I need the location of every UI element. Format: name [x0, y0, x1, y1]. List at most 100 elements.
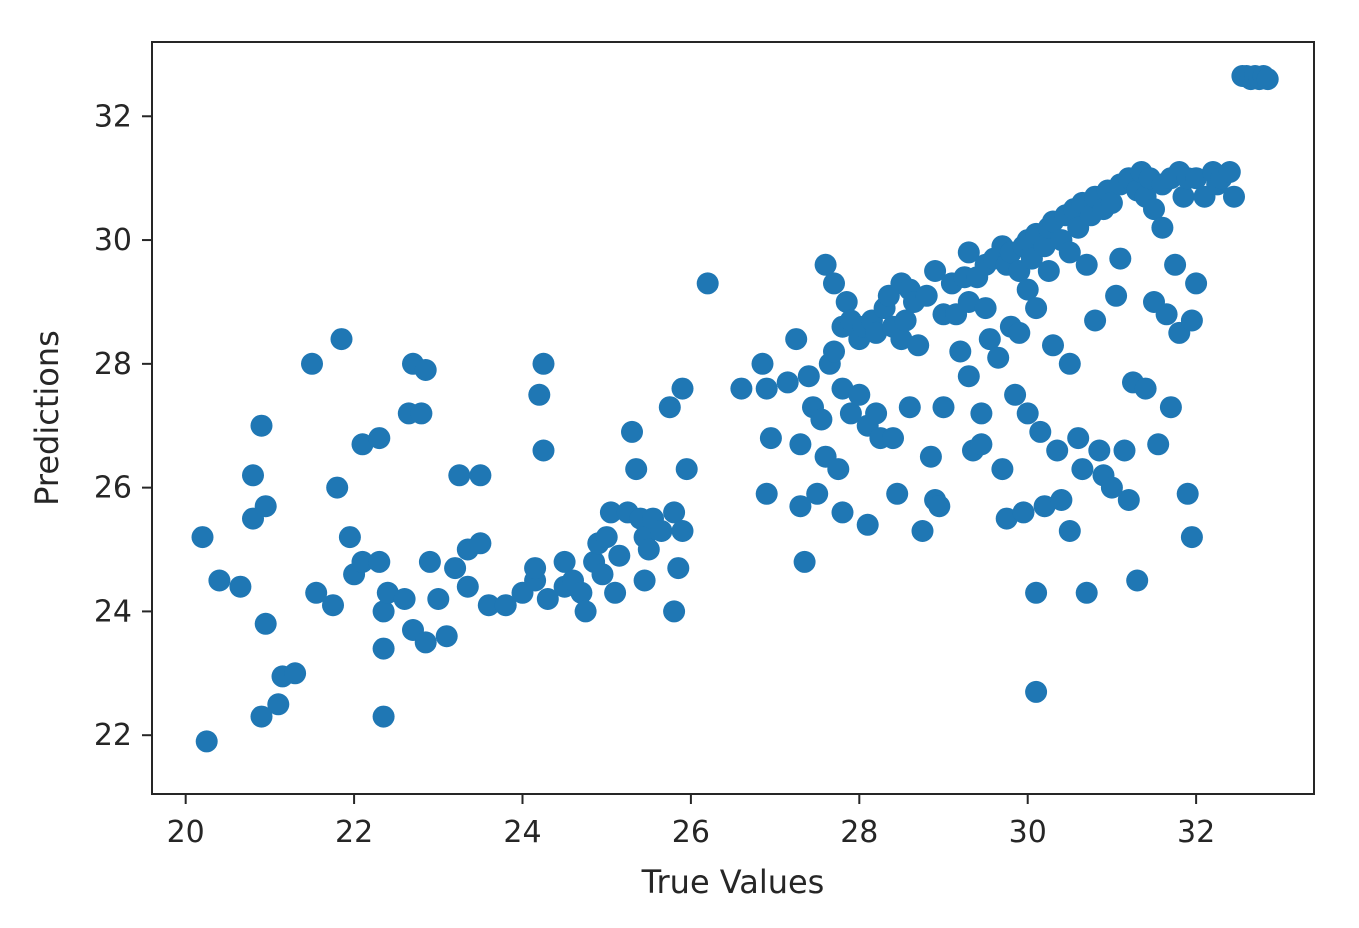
scatter-point: [1025, 297, 1048, 320]
scatter-point: [1134, 377, 1157, 400]
scatter-point: [351, 550, 374, 573]
scatter-point: [1046, 439, 1069, 462]
scatter-point: [599, 501, 622, 524]
scatter-point: [1256, 68, 1279, 91]
x-tick-label: 22: [335, 815, 373, 850]
scatter-point: [755, 377, 778, 400]
scatter-point: [1151, 216, 1174, 239]
scatter-point: [410, 402, 433, 425]
scatter-point: [894, 309, 917, 332]
scatter-point: [957, 365, 980, 388]
scatter-point: [191, 526, 214, 549]
scatter-point: [995, 507, 1018, 530]
scatter-point: [456, 575, 479, 598]
scatter-point: [1113, 439, 1136, 462]
scatter-point: [621, 420, 643, 443]
scatter-point: [1008, 321, 1031, 344]
scatter-point: [759, 427, 782, 450]
scatter-point: [625, 458, 648, 481]
scatter-point: [789, 495, 812, 518]
scatter-point: [448, 464, 471, 487]
scatter-point: [1117, 489, 1140, 511]
scatter-point: [633, 569, 656, 592]
scatter-point: [208, 569, 231, 592]
x-tick-label: 28: [840, 815, 878, 850]
scatter-point: [1029, 420, 1052, 443]
scatter-point: [1033, 235, 1056, 258]
scatter-point: [1075, 253, 1098, 276]
scatter-point: [1016, 278, 1039, 301]
scatter-point: [1105, 284, 1128, 307]
scatter-point: [924, 260, 947, 282]
scatter-point: [414, 359, 437, 381]
scatter-points: [191, 65, 1279, 753]
scatter-point: [532, 352, 555, 375]
y-tick-label: 32: [94, 99, 132, 134]
scatter-point: [919, 445, 942, 468]
scatter-point: [229, 575, 252, 598]
scatter-point: [1126, 569, 1149, 592]
scatter-point: [978, 328, 1001, 351]
scatter-point: [957, 291, 980, 313]
scatter-point: [1143, 198, 1165, 221]
scatter-point: [532, 439, 555, 462]
scatter-point: [469, 532, 492, 555]
scatter-point: [393, 588, 416, 610]
y-tick-label: 26: [94, 471, 132, 506]
scatter-point: [524, 557, 547, 580]
scatter-point: [675, 458, 698, 481]
scatter-point: [949, 340, 972, 363]
scatter-point: [267, 693, 290, 716]
y-tick-label: 28: [94, 347, 132, 382]
scatter-point: [604, 581, 627, 604]
y-tick-label: 22: [94, 718, 132, 753]
scatter-point: [785, 328, 808, 351]
scatter-point: [301, 352, 323, 375]
scatter-point: [776, 371, 799, 394]
scatter-point: [658, 396, 681, 419]
scatter-point: [1100, 476, 1123, 499]
scatter-point: [427, 588, 450, 610]
scatter-point: [418, 550, 441, 573]
scatter-point: [671, 520, 694, 542]
scatter-point: [1050, 489, 1073, 511]
scatter-point: [755, 482, 778, 505]
y-axis-label: Predictions: [28, 330, 66, 506]
scatter-point: [1075, 581, 1098, 604]
plot-area-frame: [151, 41, 1315, 795]
scatter-point: [1042, 334, 1064, 357]
scatter-point: [242, 464, 264, 487]
scatter-point: [823, 272, 845, 295]
scatter-point: [1185, 167, 1208, 190]
scatter-point: [368, 550, 391, 573]
x-axis-ticks: 20 22 24 26 28 30 32: [167, 794, 1215, 850]
scatter-point: [608, 544, 631, 567]
scatter-point: [957, 241, 980, 264]
scatter-point: [637, 538, 660, 561]
x-tick-label: 32: [1177, 815, 1215, 850]
scatter-point: [928, 495, 951, 518]
scatter-point: [1004, 383, 1027, 406]
scatter-point: [865, 402, 888, 425]
scatter-point: [932, 396, 955, 419]
x-axis-label: True Values: [641, 863, 825, 901]
scatter-point: [1223, 185, 1245, 208]
scatter-point: [444, 557, 467, 580]
scatter-point: [1025, 680, 1048, 703]
scatter-point: [1058, 241, 1081, 264]
scatter-point: [1164, 253, 1187, 276]
scatter-point: [528, 383, 551, 406]
x-tick-label: 20: [167, 815, 205, 850]
scatter-point: [911, 520, 934, 542]
scatter-point: [671, 377, 694, 400]
scatter-point: [835, 291, 858, 313]
scatter-point: [856, 513, 879, 536]
scatter-point: [469, 464, 492, 487]
scatter-point: [376, 581, 399, 604]
x-tick-label: 30: [1009, 815, 1047, 850]
scatter-point: [1025, 581, 1048, 604]
scatter-point: [574, 600, 597, 623]
scatter-point: [667, 557, 690, 580]
scatter-point: [970, 433, 993, 456]
scatter-point: [1109, 247, 1132, 270]
